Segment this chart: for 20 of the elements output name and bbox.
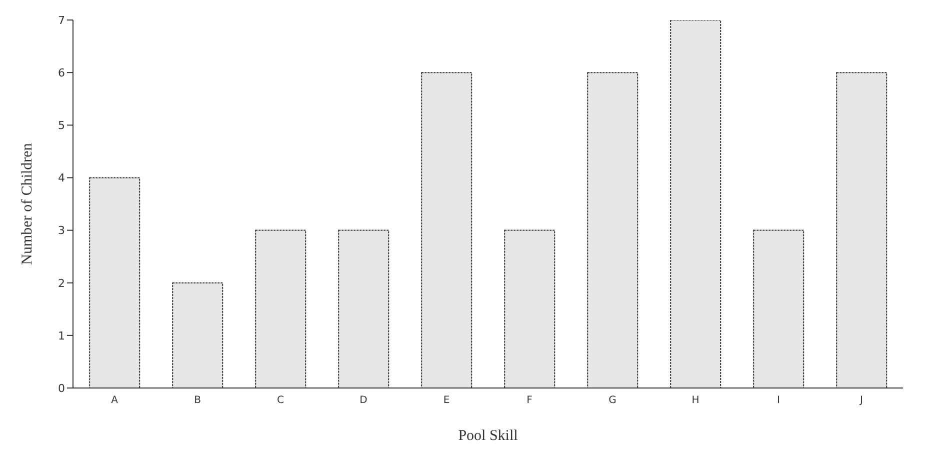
y-axis-title: Number of Children (19, 142, 36, 265)
y-tick-label: 6 (58, 66, 65, 80)
x-axis-title: Pool Skill (458, 428, 518, 444)
x-tick-label: I (777, 395, 780, 406)
y-tick-label: 3 (58, 224, 65, 238)
x-tick-label: J (859, 395, 863, 406)
x-tick-label: H (692, 395, 700, 406)
y-tick-label: 4 (58, 172, 65, 185)
y-tick-label: 5 (58, 119, 65, 132)
x-tick-label: A (111, 395, 118, 406)
y-tick-label: 0 (58, 382, 65, 395)
x-tick-label: F (526, 395, 533, 406)
x-tick-label: E (443, 395, 450, 406)
y-tick-label: 2 (58, 276, 65, 290)
x-tick-label: C (277, 395, 284, 406)
y-tick-label: 1 (58, 329, 65, 342)
x-tick-label: B (194, 395, 202, 406)
x-tick-label: D (360, 395, 368, 406)
x-tick-label: G (608, 395, 616, 406)
y-tick-label: 7 (58, 14, 65, 27)
